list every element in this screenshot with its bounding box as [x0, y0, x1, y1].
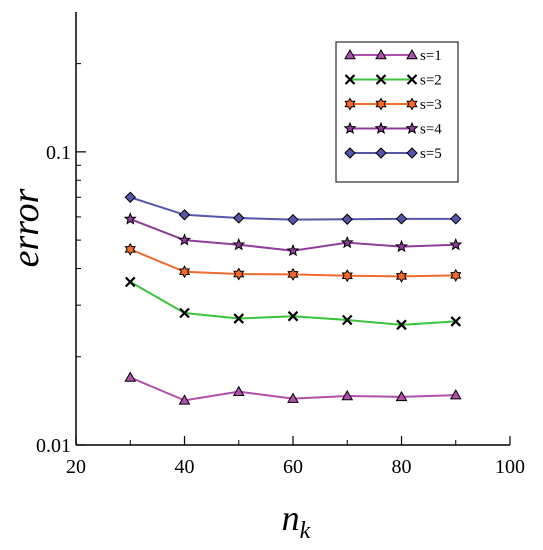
data-point [123, 212, 137, 225]
data-point [450, 316, 462, 327]
y-axis-title: error [5, 188, 47, 267]
data-point [341, 213, 353, 225]
x-tick-label: 60 [283, 456, 303, 478]
legend-marker [374, 121, 388, 135]
x-tick-label: 40 [175, 456, 195, 478]
data-point [341, 269, 353, 283]
legend-marker [406, 48, 418, 60]
legend-marker [344, 48, 356, 60]
data-point [449, 389, 462, 400]
data-point [450, 268, 462, 282]
series-5 [124, 191, 462, 226]
x-tick-label: 80 [392, 456, 412, 478]
data-point [232, 385, 245, 396]
data-point [233, 313, 245, 324]
x-tick-label: 20 [66, 456, 86, 478]
data-point [341, 314, 353, 326]
x-axis-title: nk [282, 498, 311, 544]
legend-label: s=1 [420, 48, 442, 64]
data-point [287, 310, 299, 322]
data-point [124, 276, 136, 288]
legend-marker [406, 97, 418, 111]
legend-label: s=5 [420, 146, 442, 162]
y-tick-label: 0.01 [36, 435, 71, 457]
legend-box [335, 41, 459, 183]
data-point [179, 307, 190, 319]
series-1 [124, 371, 462, 405]
legend-entry: s=1 [344, 48, 442, 64]
data-point [450, 213, 462, 225]
data-point [396, 319, 407, 331]
series-line [129, 281, 456, 326]
legend-marker [344, 97, 356, 111]
legend-marker [344, 74, 356, 85]
y-tick-label: 0.1 [46, 142, 71, 164]
legend-marker [405, 121, 419, 135]
legend-marker [406, 74, 418, 85]
legend-marker [375, 48, 387, 60]
legend-marker [406, 147, 418, 159]
data-point [287, 392, 299, 403]
x-axis-title-main: n [282, 498, 300, 538]
data-point [233, 212, 245, 224]
series-layer [123, 191, 463, 405]
legend-label: s=3 [420, 97, 442, 113]
data-point [124, 371, 137, 382]
legend-entry: s=3 [344, 97, 442, 113]
legend-marker [375, 97, 387, 111]
axes: 20 40 60 80 100 0.01 0.1 [36, 12, 525, 478]
data-point [395, 213, 408, 225]
series-4 [123, 212, 463, 257]
data-point [287, 213, 299, 226]
series-2 [124, 276, 462, 331]
data-point [395, 269, 408, 283]
data-point [124, 242, 136, 256]
data-point [178, 209, 191, 221]
x-axis-title-subscript: k [300, 518, 311, 544]
data-point [394, 239, 409, 253]
legend-marker [375, 147, 387, 159]
legend-entry: s=2 [344, 73, 442, 89]
data-point [287, 267, 299, 281]
data-point [178, 265, 191, 279]
data-point [340, 235, 354, 249]
data-point [395, 390, 408, 402]
data-point [233, 267, 245, 281]
x-tick-label: 100 [495, 456, 525, 478]
legend-entry: s=4 [343, 121, 442, 138]
legend: s=1 s=2 s=3 s=4 s=5 [335, 41, 459, 183]
data-point [449, 237, 463, 251]
data-point [341, 389, 354, 401]
legend-entry: s=5 [344, 146, 442, 162]
data-point [286, 243, 300, 257]
legend-label: s=4 [420, 122, 442, 138]
legend-marker [375, 74, 387, 85]
data-point [232, 237, 246, 251]
series-3 [124, 242, 462, 283]
legend-marker [343, 121, 357, 135]
data-point [124, 191, 136, 203]
legend-marker [344, 147, 356, 159]
legend-label: s=2 [420, 73, 442, 89]
data-point [177, 233, 192, 246]
data-point [178, 394, 191, 405]
